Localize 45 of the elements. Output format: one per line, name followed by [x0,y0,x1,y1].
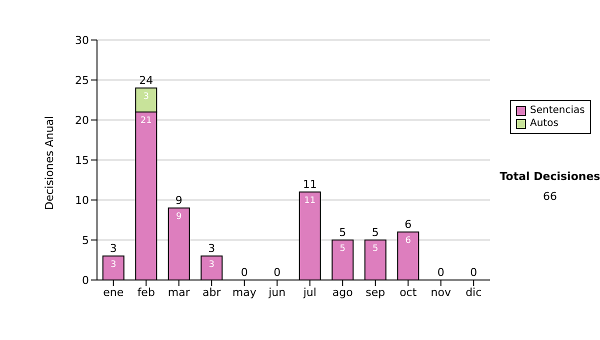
total-label: 0 [240,266,248,279]
x-tick-label: nov [430,286,452,299]
total-label: 0 [274,266,281,279]
total-label: 3 [208,242,216,255]
total-label: 6 [404,218,412,231]
total-label: 5 [372,226,379,239]
y-tick-label: 20 [75,114,89,127]
data-label: 6 [405,236,412,246]
x-tick-label: ene [103,286,124,299]
y-tick-label: 15 [75,154,89,167]
x-tick-label: may [232,286,257,299]
data-label: 3 [110,260,116,270]
data-label: 11 [304,196,316,206]
x-tick-label: jun [268,286,286,299]
total-label: 0 [437,266,444,279]
legend-label: Autos [530,117,558,130]
x-tick-label: abr [202,286,222,299]
data-label: 21 [140,116,152,126]
y-tick-label: 10 [75,194,89,207]
y-tick-label: 25 [75,74,89,87]
x-tick-label: sep [366,286,386,299]
x-tick-label: dic [466,286,482,299]
data-label: 3 [208,260,214,270]
data-label: 5 [340,244,346,254]
total-label: 9 [175,194,182,207]
x-tick-label: jul [302,286,316,299]
total-label: 3 [110,242,117,255]
x-tick-label: mar [168,286,190,299]
y-axis-title: Decisiones Anual [42,116,56,210]
x-tick-label: ago [332,286,354,299]
data-label: 5 [372,244,378,254]
y-tick-label: 5 [82,234,89,247]
x-tick-label: oct [400,286,418,299]
total-label: 24 [139,74,154,87]
x-tick-label: feb [137,286,155,299]
y-tick-label: 30 [75,34,89,47]
data-label: 9 [176,212,182,222]
text: Total Decisiones [498,170,600,183]
data-label: 3 [143,92,149,102]
total-label: 11 [302,178,317,191]
y-tick-label: 0 [82,274,89,287]
total-label: 0 [470,266,478,279]
text: 66 [542,190,558,203]
total-label: 5 [339,226,346,239]
legend-label: Sentencias [530,104,585,117]
